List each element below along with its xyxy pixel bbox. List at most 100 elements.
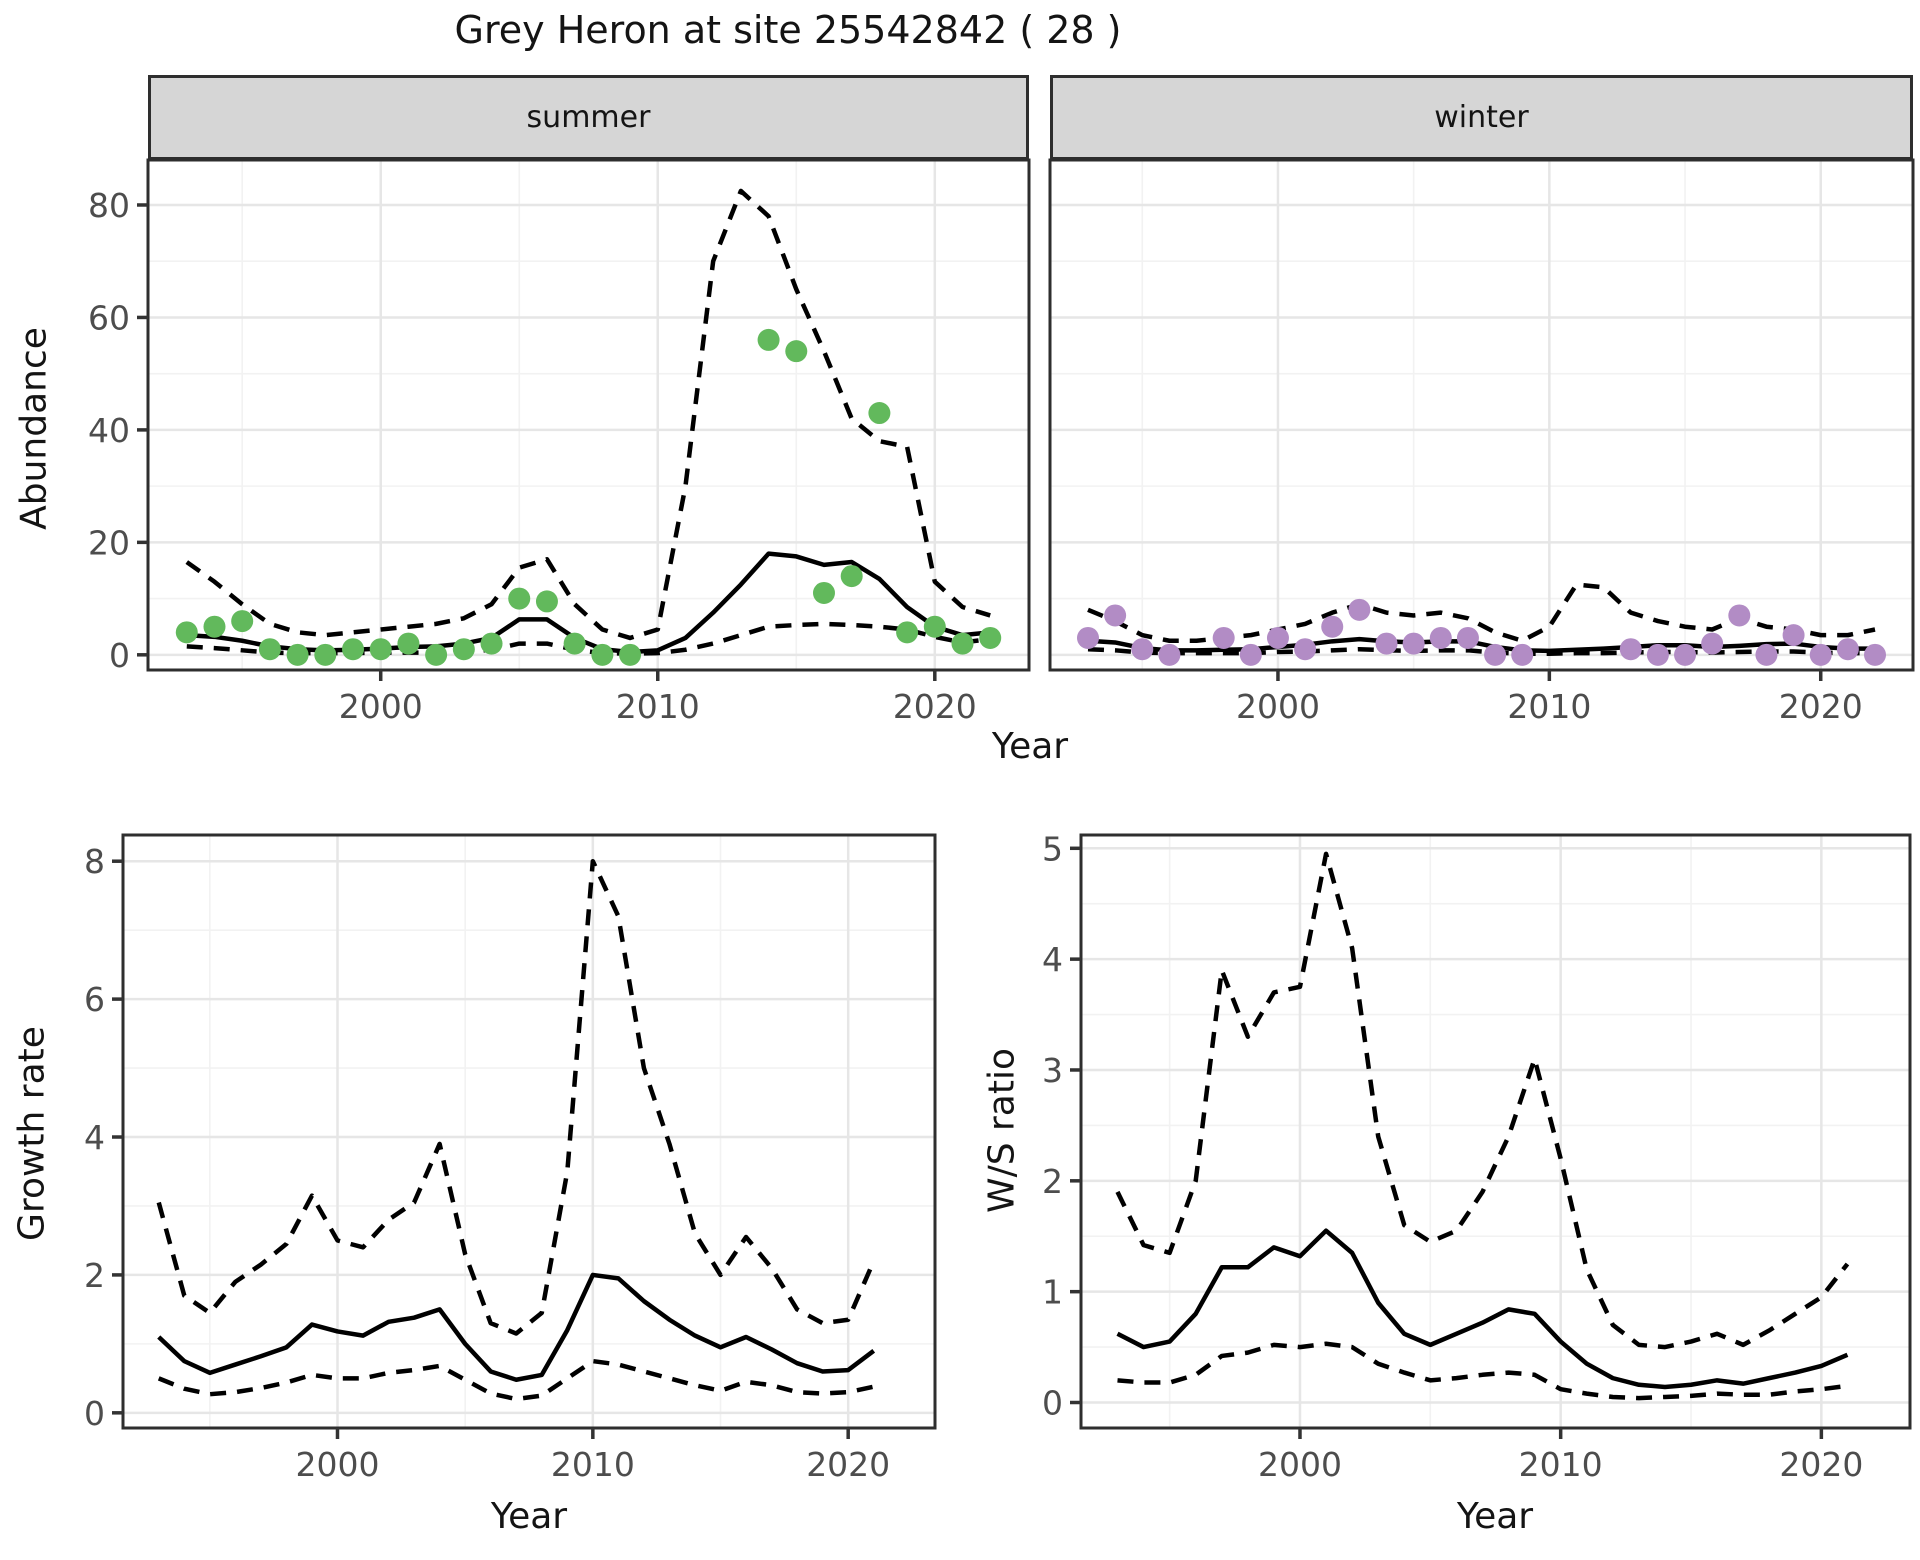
series-line-upper_ci <box>1087 582 1876 644</box>
data-point <box>342 638 365 661</box>
series-line-upper_ci <box>1115 851 1850 1350</box>
y-tick-label: 80 <box>88 186 130 225</box>
data-point <box>258 638 281 661</box>
data-point <box>1511 643 1534 666</box>
x-tick-label: 2010 <box>1519 1445 1603 1484</box>
data-point <box>203 615 226 638</box>
y-tick-label: 8 <box>84 842 105 881</box>
y-tick-label: 4 <box>1042 940 1063 979</box>
data-point <box>1294 638 1317 661</box>
data-point <box>1701 632 1724 655</box>
data-point <box>1728 604 1751 627</box>
data-point <box>1321 615 1344 638</box>
data-point <box>812 581 835 604</box>
facet-strip-winter: winter <box>1050 75 1913 160</box>
data-point <box>1836 638 1859 661</box>
data-point <box>314 643 337 666</box>
x-tick-label: 2020 <box>806 1445 890 1484</box>
data-point <box>1864 643 1887 666</box>
data-point <box>896 621 919 644</box>
y-tick-label: 0 <box>1042 1384 1063 1423</box>
data-point <box>868 402 891 425</box>
data-point <box>1375 632 1398 655</box>
series-line-fitted <box>1116 1228 1849 1390</box>
data-point <box>480 632 503 655</box>
abundance-winter-panel: 2000 2010 2020 <box>1048 158 1915 726</box>
facet-strip-summer: summer <box>148 75 1029 160</box>
data-point <box>286 643 309 666</box>
ws-ratio-y-axis-title: W/S ratio <box>981 1047 1023 1214</box>
data-point <box>369 638 392 661</box>
x-tick-label: 2020 <box>893 687 977 726</box>
y-tick-label: 40 <box>88 411 130 450</box>
data-point <box>508 587 531 610</box>
y-tick-label: 2 <box>84 1256 105 1295</box>
y-tick-label: 5 <box>1042 829 1063 868</box>
data-point <box>231 610 254 633</box>
growth-rate-panel: 2000 2010 2020 0 2 4 6 8 <box>84 833 937 1484</box>
data-point <box>979 626 1002 649</box>
data-point <box>1755 643 1778 666</box>
data-point <box>452 638 475 661</box>
series-line-fitted <box>1087 636 1876 654</box>
data-point <box>1809 643 1832 666</box>
data-point <box>951 632 974 655</box>
data-point <box>591 643 614 666</box>
top-year-x-axis-title: Year <box>991 726 1069 767</box>
data-point <box>785 340 808 363</box>
data-point <box>1429 626 1452 649</box>
y-tick-label: 20 <box>88 523 130 562</box>
data-point <box>1348 598 1371 621</box>
series-line-fitted <box>186 551 991 655</box>
panel-border <box>146 158 1031 672</box>
x-tick-label: 2000 <box>1236 687 1320 726</box>
series-line-upper_ci <box>156 858 876 1336</box>
data-point <box>1239 643 1262 666</box>
data-point <box>397 632 420 655</box>
data-point <box>619 643 642 666</box>
x-tick-label: 2000 <box>295 1445 379 1484</box>
y-tick-label: 0 <box>109 636 130 675</box>
data-point <box>1076 626 1099 649</box>
x-tick-label: 2020 <box>1779 1445 1863 1484</box>
growth-year-x-axis-title: Year <box>490 1496 568 1537</box>
growth-rate-y-axis-title: Growth rate <box>11 1026 53 1241</box>
y-tick-label: 60 <box>88 298 130 337</box>
facet-strip-winter-label: winter <box>1434 100 1529 135</box>
data-point <box>1484 643 1507 666</box>
abundance-summer-panel: 2000 2010 2020 0 20 40 60 80 <box>88 158 1031 726</box>
x-tick-label: 2000 <box>1258 1445 1342 1484</box>
ws-ratio-panel: 2000 2010 2020 0 1 2 3 4 5 <box>1042 829 1912 1484</box>
data-point <box>1212 626 1235 649</box>
series-line-lower_ci <box>1087 646 1876 656</box>
data-point <box>757 328 780 351</box>
data-point <box>923 615 946 638</box>
y-tick-label: 4 <box>84 1118 105 1157</box>
y-tick-label: 6 <box>84 980 105 1019</box>
y-tick-label: 2 <box>1042 1162 1063 1201</box>
data-point <box>1104 604 1127 627</box>
data-point <box>563 632 586 655</box>
panel-border <box>121 833 937 1430</box>
panel-border <box>1048 158 1915 672</box>
data-point <box>1619 638 1642 661</box>
x-tick-label: 2020 <box>1779 687 1863 726</box>
data-point <box>1131 638 1154 661</box>
data-point <box>1402 632 1425 655</box>
data-point <box>1158 643 1181 666</box>
facet-strip-summer-label: summer <box>526 100 651 135</box>
series-line-fitted <box>157 1272 876 1382</box>
data-point <box>1266 626 1289 649</box>
data-point <box>535 590 558 613</box>
data-point <box>175 621 198 644</box>
data-point <box>1674 643 1697 666</box>
data-point <box>840 565 863 588</box>
x-tick-label: 2000 <box>339 687 423 726</box>
figure-title: Grey Heron at site 25542842 ( 28 ) <box>454 8 1122 52</box>
series-line-lower_ci <box>1117 1341 1848 1401</box>
y-tick-label: 1 <box>1042 1273 1063 1312</box>
series-line-lower_ci <box>157 1358 875 1402</box>
data-point <box>1456 626 1479 649</box>
x-tick-label: 2010 <box>1507 687 1591 726</box>
panel-border <box>1079 833 1912 1430</box>
